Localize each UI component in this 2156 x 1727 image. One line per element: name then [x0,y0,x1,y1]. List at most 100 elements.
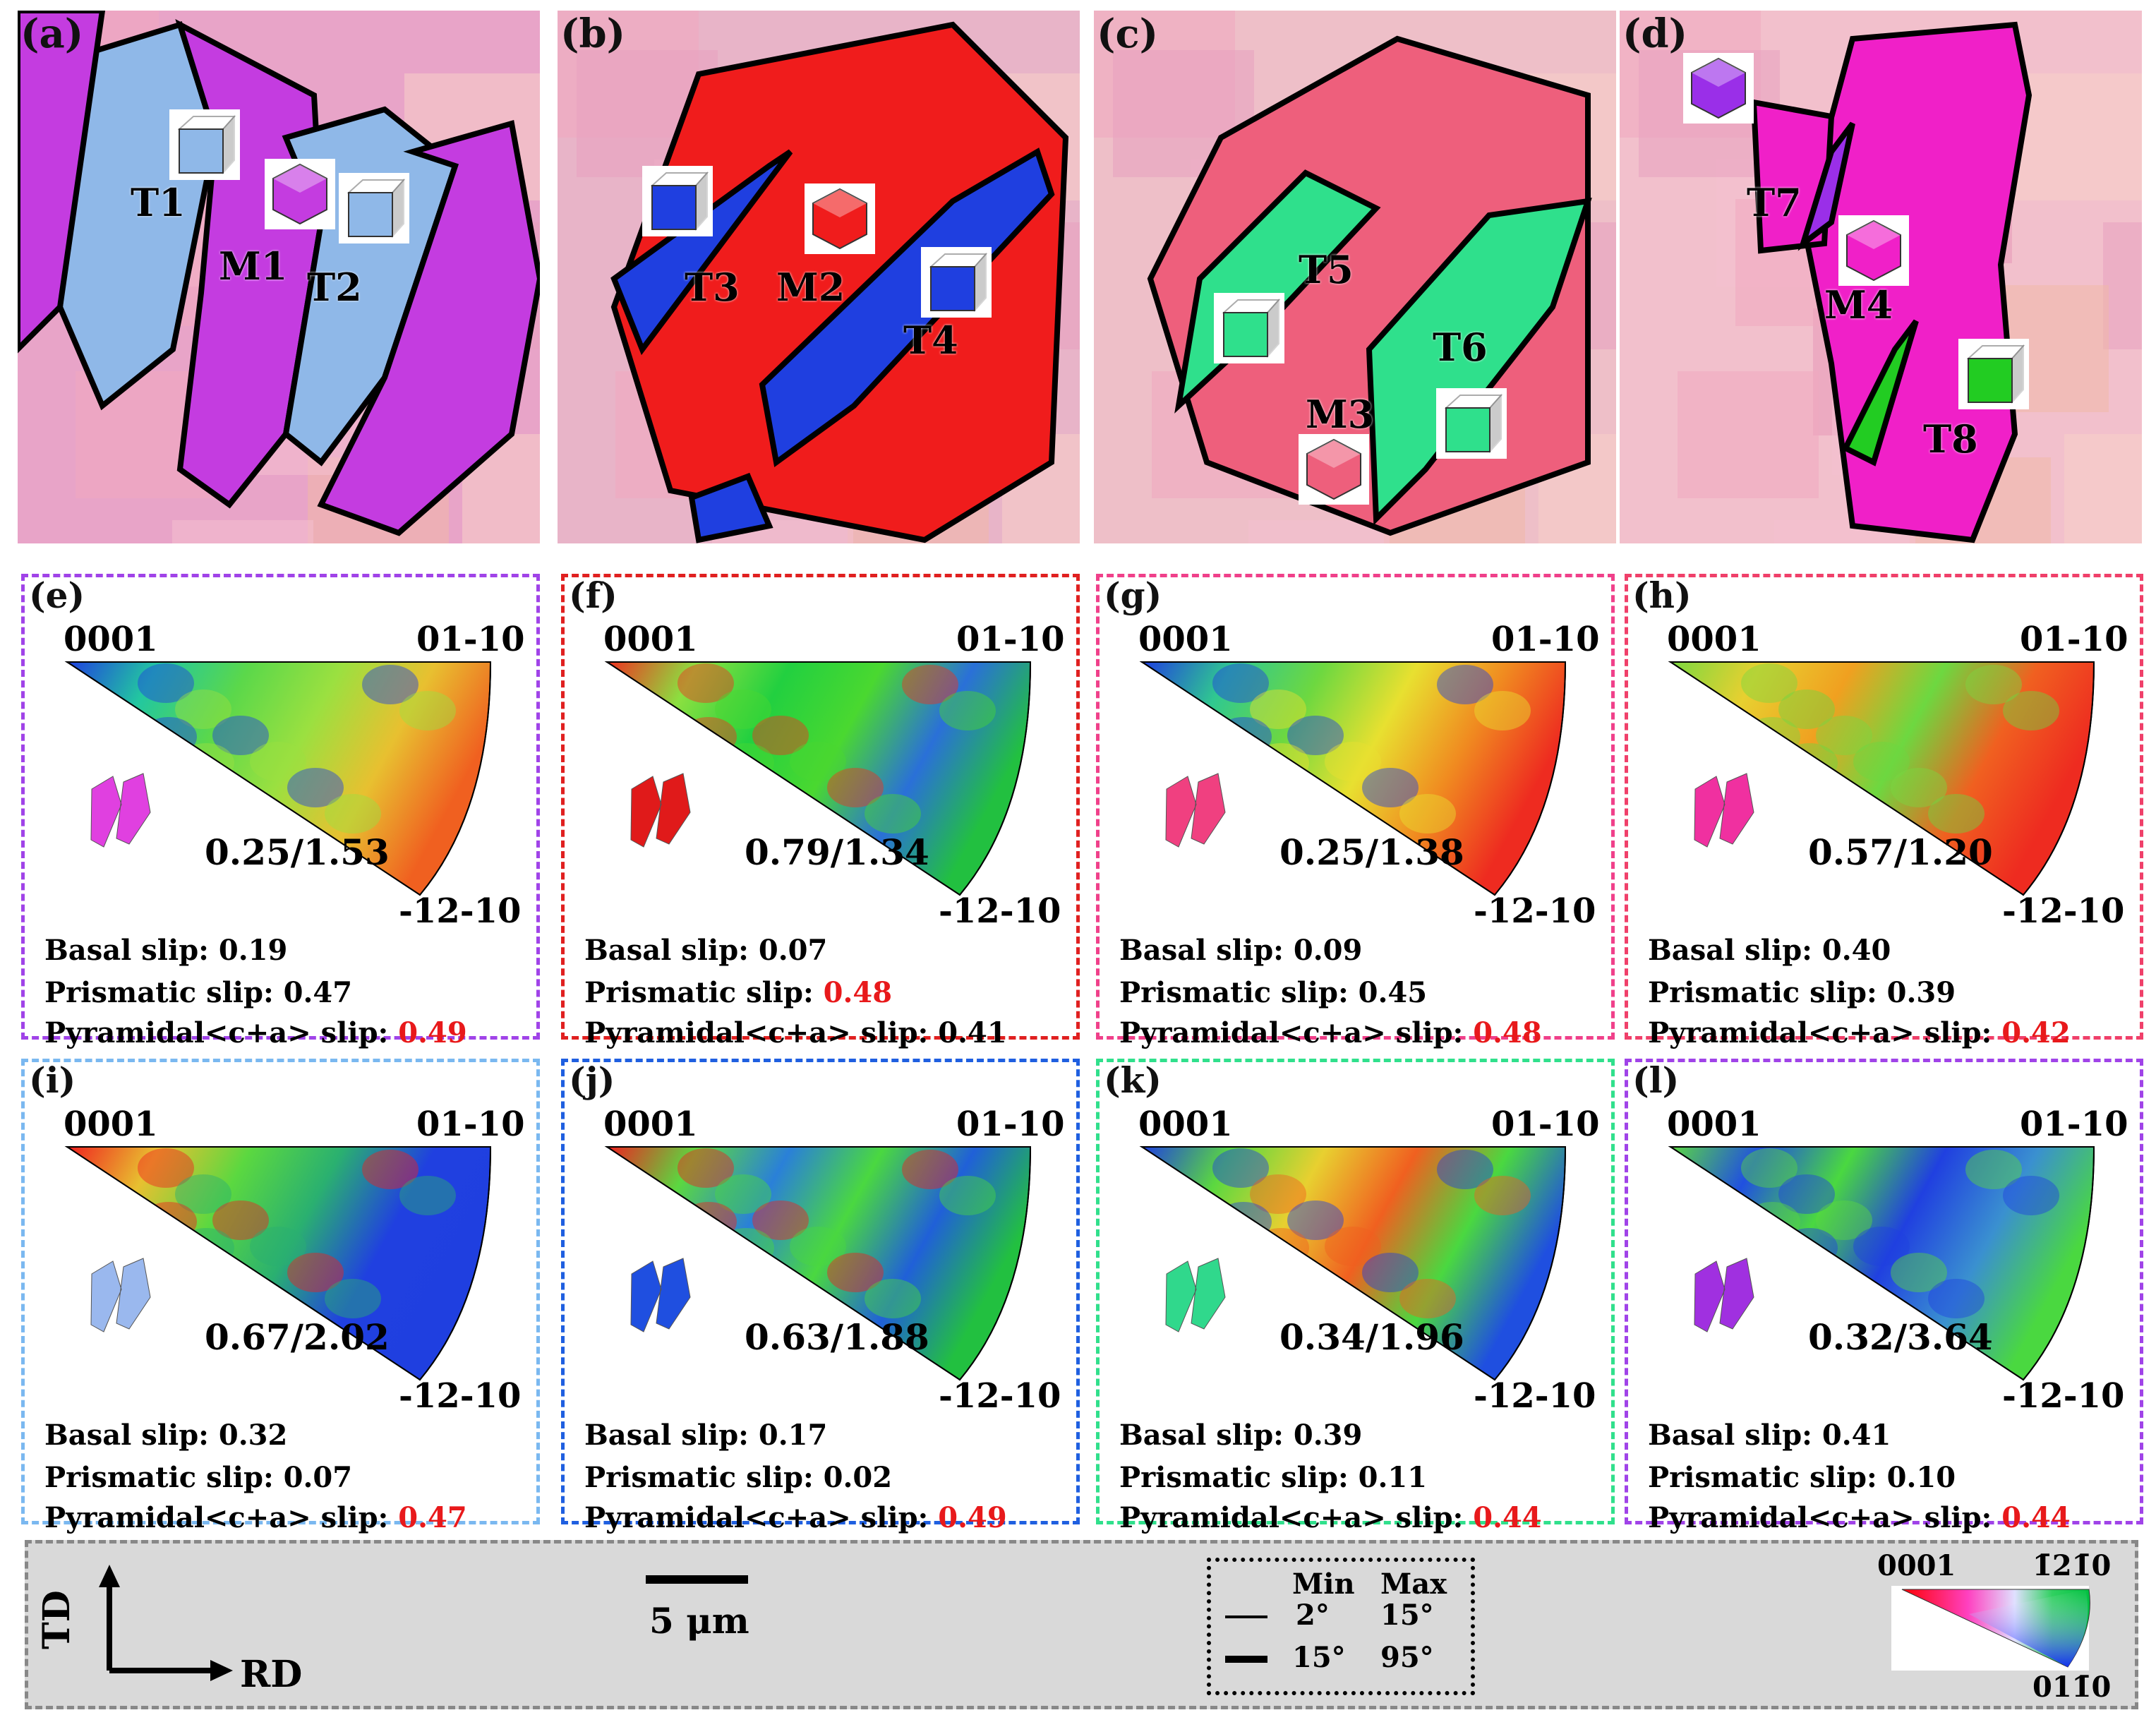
ipf-color-key [1901,1589,2090,1668]
grain-shape [1165,773,1226,848]
intensity-patch [325,1279,381,1318]
panel-label: (k) [1104,1059,1162,1101]
background-grain [2064,434,2142,543]
ipf-wedge-outline [604,661,1032,896]
pyramidal-slip: Pyramidal<c+a> slip: 0.42 [1648,1016,2071,1049]
intensity-patch [677,663,734,703]
intensity-patch [1474,691,1531,730]
intensity-patch [1362,1253,1419,1292]
grain-region [759,148,1055,467]
pole-0001: 0001 [603,620,698,659]
ipf-panel-j: (j) 0001 01-10 -12-10 0.63/1.88 Basal slip: 0… [561,1059,1080,1534]
panel-label: (a) [20,11,84,57]
feature-label-t5: T5 [1299,247,1354,292]
prismatic-label: Prismatic slip: [584,976,814,1009]
intensity-ratio: 0.34/1.96 [1279,1316,1464,1358]
pole-12-10: -12-10 [399,1376,522,1416]
pole-01-10: 01-10 [2020,1105,2128,1144]
intensity-patch [1853,742,1910,781]
ipf-panel-f: (f) 0001 01-10 -12-10 0.79/1.34 Basal slip: 0… [561,574,1080,1049]
scale-bar [646,1575,748,1584]
intensity-patch [1853,1227,1910,1266]
grain-region [1841,319,1919,467]
basal-slip: Basal slip: 0.32 [44,1419,288,1452]
pole-0001: 0001 [603,1105,698,1144]
thick-boundary-line [1225,1656,1267,1663]
panel-label: (i) [29,1059,76,1101]
intensity-patch [212,716,269,755]
intensity-patch [399,1176,456,1215]
grain-region [1797,121,1855,251]
intensity-patch [175,1174,231,1214]
intensity-patch [2003,691,2059,730]
pole-01-10: 01-10 [2020,620,2128,659]
pyramidal-value: 0.41 [938,1016,1007,1049]
ebsd-map-a: (a) T1 M1 T2 [18,11,540,543]
intensity-patch [1325,742,1381,781]
pole-12-10: -12-10 [2002,1376,2125,1416]
grain-region [610,149,793,356]
intensity-patch [1741,663,1797,703]
row2-min: 15° [1292,1641,1346,1674]
intensity-patch [790,1227,846,1266]
prismatic-label: Prismatic slip: [44,976,274,1009]
td-label: TD [35,1590,78,1649]
key-0110: 011̄0 [2032,1671,2112,1704]
pole-0001: 0001 [1138,1105,1233,1144]
intensity-patch [287,768,344,807]
prismatic-label: Prismatic slip: [584,1461,814,1494]
prismatic-label: Prismatic slip: [1119,976,1349,1009]
pyramidal-slip: Pyramidal<c+a> slip: 0.47 [44,1501,467,1534]
intensity-patch [1816,716,1872,755]
intensity-patch [790,742,846,781]
pyramidal-label: Pyramidal<c+a> slip: [584,1016,929,1049]
crystal-orientation-icon [339,173,409,243]
intensity-patch [752,1201,809,1240]
prismatic-label: Prismatic slip: [1648,1461,1877,1494]
feature-label-m3: M3 [1306,392,1375,437]
thin-boundary-line [1225,1615,1267,1618]
pyramidal-slip: Pyramidal<c+a> slip: 0.49 [584,1501,1007,1534]
intensity-patch [1891,768,1947,807]
pole-12-10: -12-10 [2002,891,2125,931]
intensity-patch [250,742,306,781]
pyramidal-slip: Pyramidal<c+a> slip: 0.44 [1648,1501,2071,1534]
mask-upper [1100,1062,1565,1147]
key-1210: 1̄21̄0 [2032,1549,2112,1582]
intensity-patch [752,716,809,755]
intensity-ratio: 0.63/1.88 [745,1316,929,1358]
grain-region [610,21,1069,543]
pole-01-10: 01-10 [416,620,525,659]
pole-01-10: 01-10 [1491,1105,1600,1144]
basal-slip: Basal slip: 0.41 [1648,1419,1891,1452]
grain-shape [630,1258,691,1332]
prismatic-slip: Prismatic slip: 0.48 [584,976,892,1009]
feature-label-t4: T4 [903,318,958,363]
intensity-patch [1250,690,1306,729]
intensity-patch [399,691,456,730]
pyramidal-value: 0.48 [1473,1016,1542,1049]
intensity-patch [1287,716,1344,755]
intensity-patch [287,1253,344,1292]
feature-label-m2: M2 [776,265,845,310]
pole-12-10: -12-10 [939,891,1061,931]
intensity-patch [175,690,231,729]
key-0001: 0001 [1877,1549,1956,1582]
pole-0001: 0001 [1667,620,1761,659]
boundary-key: Min Max 2° 15° 15° 95° [1207,1558,1475,1695]
intensity-patch [1287,1201,1344,1240]
pyramidal-value: 0.42 [2001,1016,2071,1049]
intensity-patch [138,663,194,703]
prismatic-slip: Prismatic slip: 0.45 [1119,976,1427,1009]
ipf-wedge-outline [64,1146,492,1381]
intensity-patch [827,1253,884,1292]
crystal-orientation-icon [1436,388,1507,459]
intensity-patch [1741,1148,1797,1188]
crystal-orientation-icon [1299,434,1369,505]
ipf-wedge-outline [1668,1146,2095,1381]
feature-label-t8: T8 [1923,416,1978,462]
prismatic-slip: Prismatic slip: 0.10 [1648,1461,1956,1494]
background-grain [2103,222,2142,349]
intensity-patch [1816,1201,1872,1240]
pyramidal-label: Pyramidal<c+a> slip: [1648,1501,1992,1534]
